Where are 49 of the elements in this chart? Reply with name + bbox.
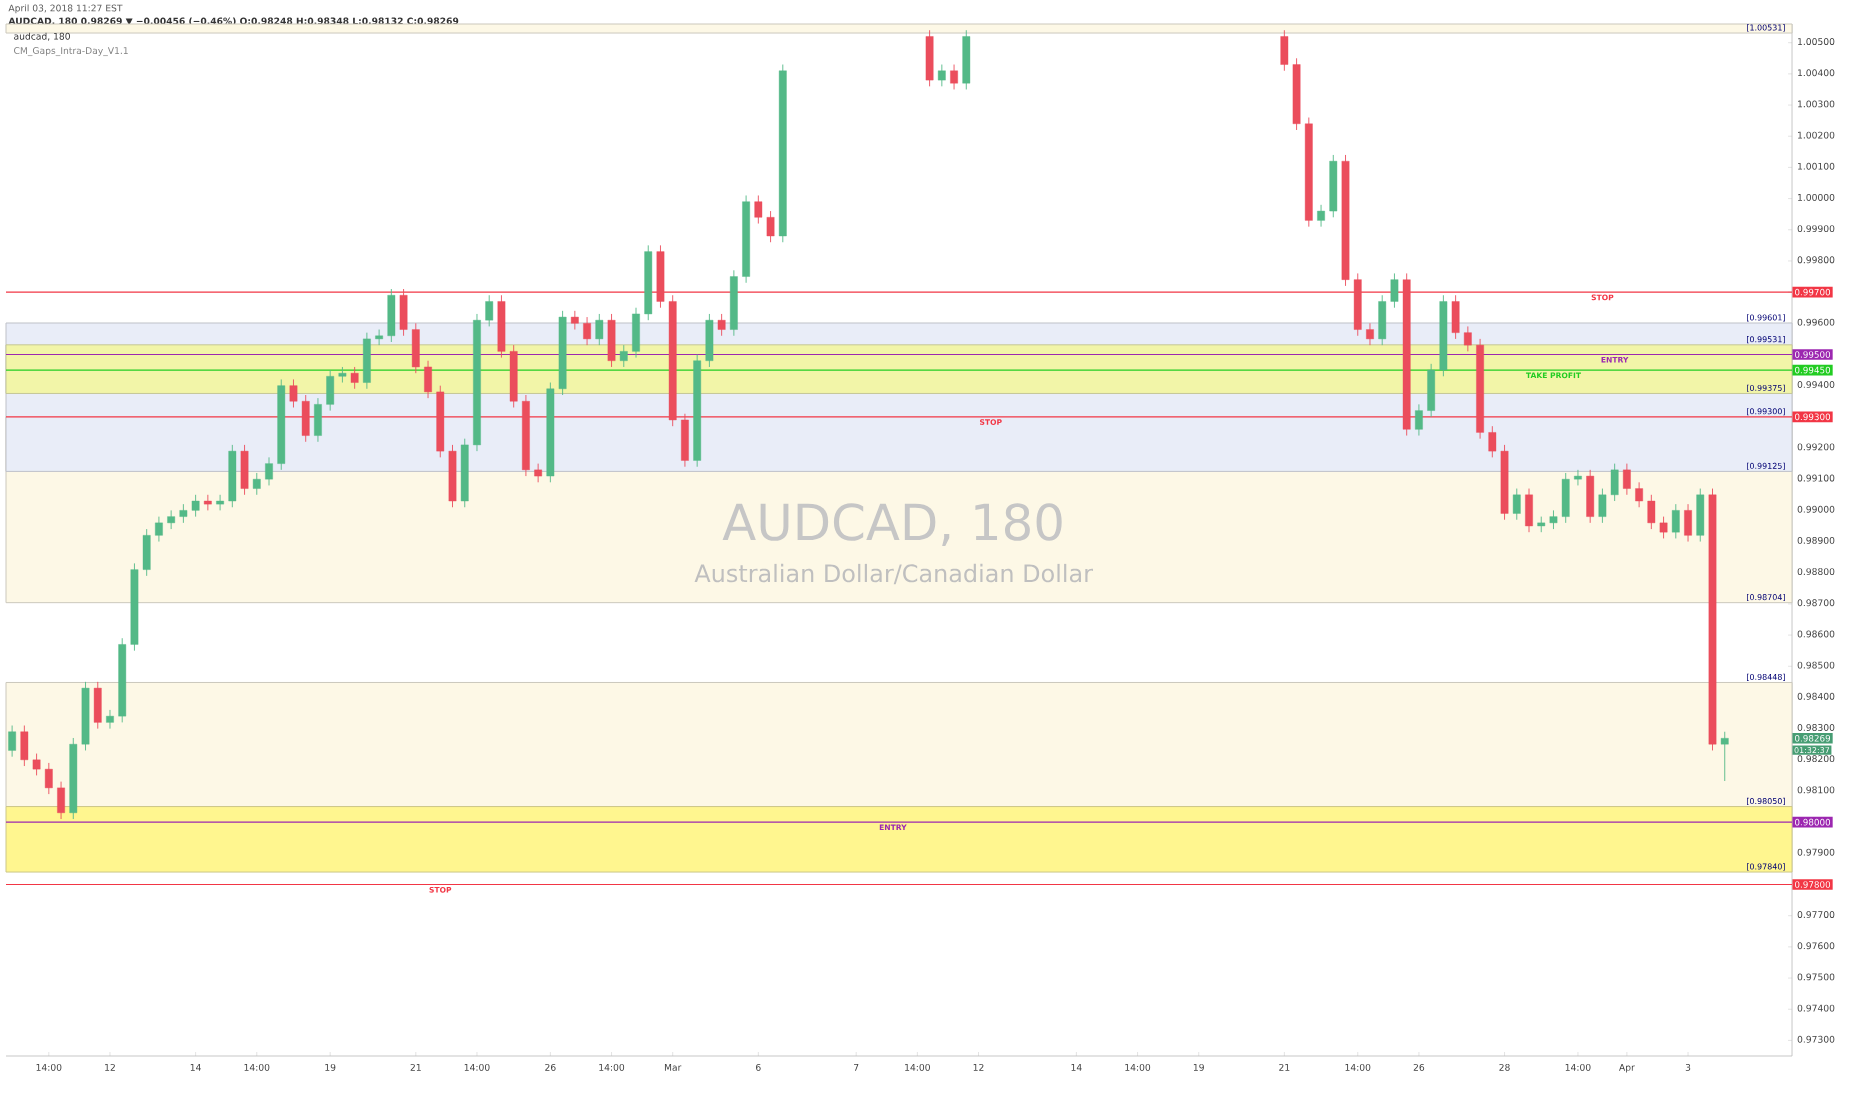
candlestick: [950, 64, 958, 90]
candlestick: [1366, 322, 1374, 346]
candlestick: [681, 413, 689, 468]
candlestick: [350, 366, 359, 390]
candlestick: [1427, 363, 1436, 418]
candlestick: [57, 781, 65, 820]
candlestick: [1317, 204, 1325, 228]
candlestick: [326, 369, 335, 412]
candlestick: [387, 288, 396, 343]
candlestick: [705, 313, 714, 368]
candlestick: [1574, 469, 1582, 486]
candlestick: [1586, 469, 1595, 524]
candlestick: [8, 725, 16, 758]
candlestick: [619, 344, 628, 368]
candlestick: [1463, 325, 1472, 352]
candlestick: [534, 463, 542, 483]
candlestick: [607, 313, 616, 368]
candlestick: [314, 397, 322, 443]
candlestick: [1512, 488, 1521, 521]
candlestick: [1635, 481, 1643, 508]
candlestick: [93, 681, 102, 730]
candlestick: [1671, 503, 1680, 539]
candlestick: [1451, 294, 1460, 340]
candlestick: [265, 456, 273, 486]
candlestick: [595, 313, 604, 346]
candlestick: [583, 316, 591, 346]
candlestick: [216, 494, 224, 511]
candlestick: [363, 332, 371, 390]
candlestick: [570, 310, 579, 330]
candlestick: [925, 29, 934, 87]
candlestick: [1415, 403, 1423, 436]
candlestick: [424, 360, 432, 399]
candlestick: [1720, 731, 1729, 782]
candlestick: [717, 313, 726, 337]
candlestick: [106, 709, 114, 730]
candlestick: [1684, 503, 1692, 542]
candlestick: [155, 516, 163, 542]
candlestick: [1623, 463, 1631, 496]
annotation: Australian Dollar/Canadian Dollar: [694, 563, 1093, 585]
candlestick: [240, 444, 249, 496]
candlestick: [1525, 488, 1533, 533]
candlestick: [485, 294, 494, 327]
candlestick: [937, 64, 946, 87]
candlestick: [167, 509, 176, 530]
candlestick: [252, 472, 261, 496]
candlestick: [375, 329, 383, 346]
candlestick: [632, 307, 640, 359]
candlestick: [1696, 488, 1705, 542]
candlestick: [962, 29, 971, 90]
